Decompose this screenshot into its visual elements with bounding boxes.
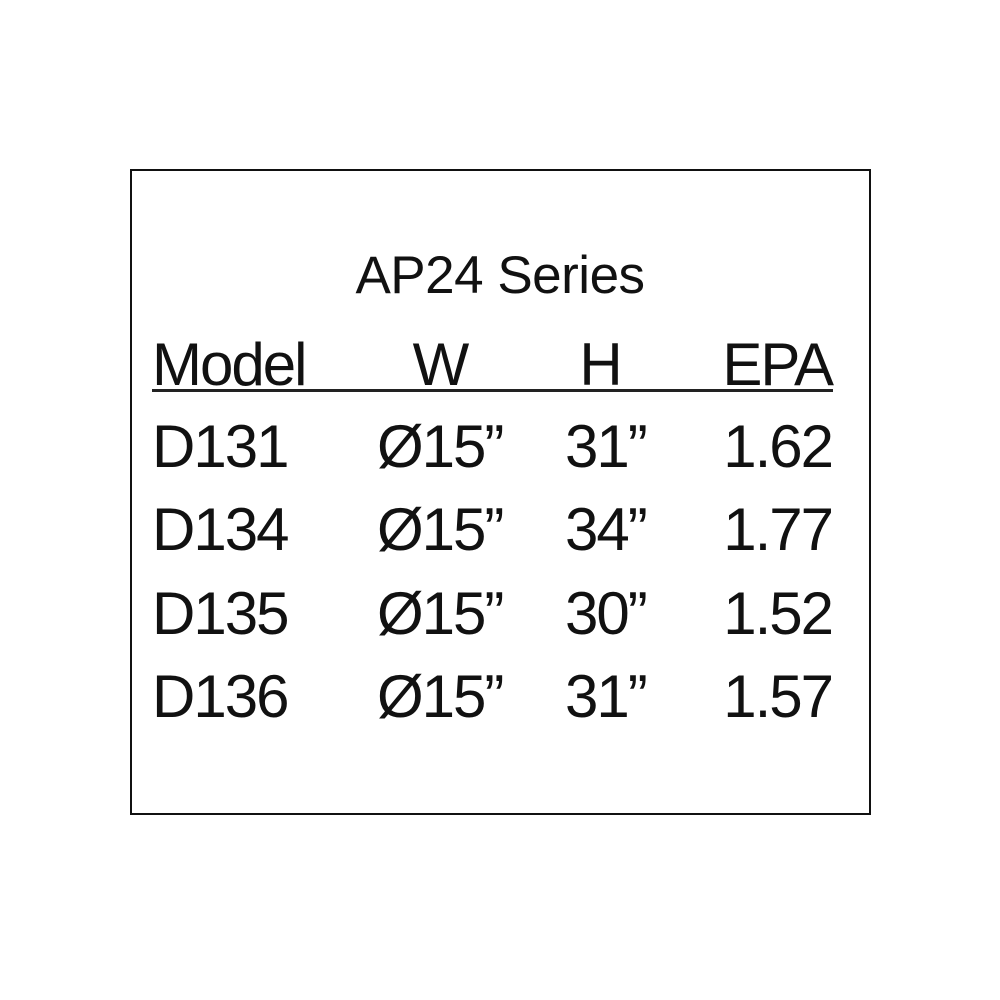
table-title: AP24 Series <box>355 246 645 305</box>
cell-w: Ø15” <box>377 663 504 730</box>
cell-model: D136 <box>152 663 289 730</box>
header-model: Model <box>152 331 307 398</box>
cell-epa: 1.57 <box>723 663 834 730</box>
cell-h: 31” <box>565 413 648 480</box>
table-frame <box>130 169 871 815</box>
cell-w: Ø15” <box>377 413 504 480</box>
cell-epa: 1.62 <box>723 413 834 480</box>
cell-epa: 1.77 <box>723 496 834 563</box>
cell-model: D134 <box>152 496 289 563</box>
header-underline <box>152 389 833 392</box>
cell-h: 30” <box>565 580 648 647</box>
cell-w: Ø15” <box>377 580 504 647</box>
header-h: H <box>579 331 622 398</box>
cell-h: 31” <box>565 663 648 730</box>
cell-model: D131 <box>152 413 289 480</box>
cell-w: Ø15” <box>377 496 504 563</box>
cell-epa: 1.52 <box>723 580 834 647</box>
cell-model: D135 <box>152 580 289 647</box>
header-w: W <box>412 331 470 398</box>
header-epa: EPA <box>722 331 834 398</box>
cell-h: 34” <box>565 496 648 563</box>
